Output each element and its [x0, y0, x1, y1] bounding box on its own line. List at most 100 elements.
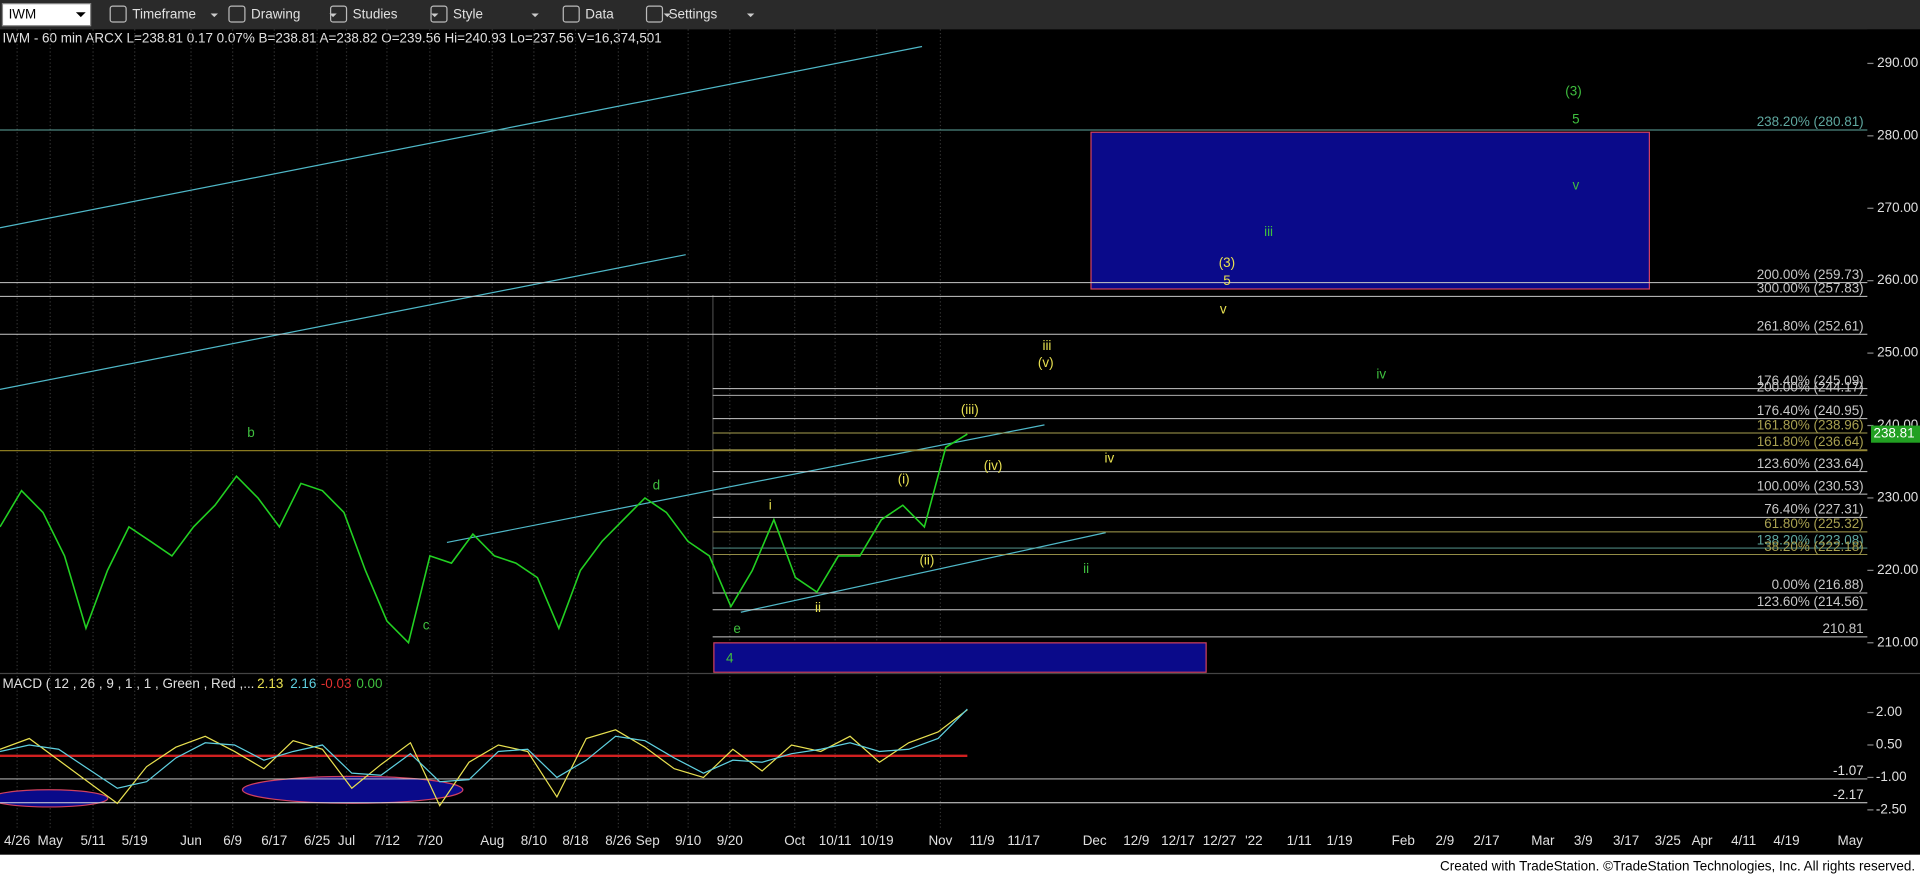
toolbar-button[interactable]: Settings: [669, 6, 718, 21]
y-tick-label: 210.00: [1877, 634, 1918, 649]
fib-label: 123.60% (233.64): [1757, 456, 1864, 471]
date-label: 10/11: [819, 833, 852, 848]
date-label: Nov: [928, 833, 952, 848]
date-label: May: [1837, 833, 1863, 848]
wave-label: c: [423, 617, 430, 632]
fib-label: 123.60% (214.56): [1757, 594, 1864, 609]
toolbar-icon: [645, 5, 664, 23]
macd-ellipse: [241, 775, 464, 804]
toolbar-items: Timeframe Drawing Studies Style Data Settings: [109, 5, 755, 23]
date-label: Jul: [338, 833, 355, 848]
info-line: IWM - 60 min ARCX L=238.81 0.17 0.07% B=…: [2, 31, 661, 46]
y-tick-label: 260.00: [1877, 272, 1918, 287]
toolbar-icon: [430, 5, 448, 23]
wave-label: (i): [898, 472, 910, 487]
fib-label: 176.40% (240.95): [1757, 403, 1864, 418]
date-label: 2/9: [1436, 833, 1455, 848]
toolbar-button[interactable]: Drawing: [251, 6, 300, 21]
toolbar-button[interactable]: Style: [453, 6, 483, 21]
toolbar: [0, 0, 1920, 30]
date-label: 10/19: [860, 833, 894, 848]
wave-label: b: [247, 425, 254, 440]
target-box: [1090, 131, 1650, 290]
y-tick-label: 2.00: [1876, 704, 1902, 719]
date-label: 12/9: [1123, 833, 1149, 848]
date-label: 11/9: [969, 833, 994, 848]
fib-levels: 238.20% (280.81) 200.00% (259.73)300.00% …: [0, 114, 1868, 638]
date-label: Oct: [784, 833, 805, 848]
date-label: 8/26: [605, 833, 631, 848]
date-label: 8/10: [521, 833, 547, 848]
toolbar-button[interactable]: Timeframe: [132, 6, 196, 21]
last-price-tag: [1871, 425, 1920, 443]
date-label: 4/19: [1773, 833, 1799, 848]
y-tick-label: 250.00: [1877, 345, 1918, 360]
date-label: 8/18: [562, 833, 588, 848]
date-label: Mar: [1531, 833, 1555, 848]
footer: Created with TradeStation. ©TradeStation…: [1440, 859, 1915, 874]
date-label: 12/27: [1203, 833, 1237, 848]
date-label: 6/17: [261, 833, 287, 848]
fib-label: 200.00% (259.73): [1757, 267, 1864, 282]
date-label: 2/17: [1473, 833, 1499, 848]
toolbar-icon: [562, 5, 580, 23]
date-label: Jun: [180, 833, 202, 848]
wave-label: (ii): [919, 552, 934, 567]
toolbar-button[interactable]: Data: [585, 6, 614, 21]
date-label: Feb: [1392, 833, 1415, 848]
fib-label: 200.00% (244.17): [1757, 380, 1864, 395]
trendline: [446, 424, 1045, 544]
wave-label: (v): [1038, 355, 1054, 370]
date-label: May: [37, 833, 63, 848]
y-tick-label: 230.00: [1877, 490, 1918, 505]
trendline: [0, 254, 686, 390]
date-label: 3/25: [1655, 833, 1681, 848]
date-label: 6/25: [304, 833, 330, 848]
date-label: 7/12: [374, 833, 400, 848]
date-label: 6/9: [223, 833, 242, 848]
symbol[interactable]: IWM: [9, 6, 37, 21]
macd-line: [0, 708, 968, 789]
wave-label: iii: [1264, 224, 1273, 239]
y-tick-label: -1.00: [1876, 769, 1907, 784]
fib-label: 238.20% (280.81): [1757, 114, 1864, 129]
wave-label: 4: [726, 650, 734, 665]
wave-label: (iv): [984, 458, 1003, 473]
wave-label: i: [769, 497, 772, 512]
date-label: 4/26: [4, 833, 30, 848]
reference-label: -2.17: [1833, 787, 1864, 802]
macd-ellipse: [0, 789, 109, 808]
date-label: 1/19: [1326, 833, 1352, 848]
support-box: [713, 642, 1207, 673]
macd-line: [0, 709, 968, 807]
fib-label: 300.00% (257.83): [1757, 281, 1864, 296]
y-tick-label: -2.50: [1876, 801, 1907, 816]
macd-title: MACD ( 12 , 26 , 9 , 1 , 1 , Green , Red…: [2, 676, 254, 691]
fib-label: 100.00% (230.53): [1757, 478, 1864, 493]
fib-label: 261.80% (252.61): [1757, 318, 1864, 333]
date-label: '22: [1245, 833, 1263, 848]
date-label: 4/11: [1731, 833, 1756, 848]
wave-label: iii: [1042, 338, 1051, 353]
dropdown-arrow: [746, 13, 755, 18]
fib-label: 38.20% (222.18): [1764, 539, 1863, 554]
fib-label: 210.81: [1823, 621, 1864, 636]
toolbar-icon: [330, 5, 348, 23]
date-label: 12/17: [1161, 833, 1195, 848]
date-label: 1/11: [1287, 833, 1312, 848]
y-tick-label: 220.00: [1877, 562, 1918, 577]
date-axis: [0, 827, 1920, 855]
symbol-box[interactable]: [1, 3, 92, 27]
wave-labels: (3) 5 v iii (3) 5 v iii (v) iv (iii) iv (iv) b d i (i) (i…: [247, 83, 1581, 665]
wave-label: v: [1573, 178, 1580, 193]
y-tick-label: 280.00: [1877, 127, 1918, 142]
wave-label: 5: [1223, 273, 1230, 288]
toolbar-button[interactable]: Studies: [353, 6, 398, 21]
grid: 210.00220.00230.00240.00250.00260.00270.…: [16, 29, 1918, 828]
fib-label: 161.80% (236.64): [1757, 434, 1864, 449]
y-tick-label: 270.00: [1877, 200, 1918, 215]
dropdown-arrow: [75, 12, 86, 18]
wave-label: 5: [1572, 112, 1579, 127]
macd-readout: -0.03: [321, 676, 352, 691]
